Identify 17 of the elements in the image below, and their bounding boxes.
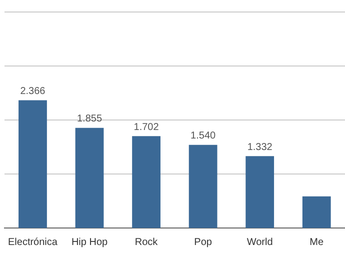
x-tick-label: Pop xyxy=(194,236,212,248)
bar xyxy=(188,144,218,228)
data-label: 1.702 xyxy=(134,122,160,133)
x-tick-label: Rock xyxy=(134,236,159,248)
data-label: 2.366 xyxy=(20,86,46,97)
bar xyxy=(18,100,47,228)
x-tick-label: Me xyxy=(310,236,324,248)
bar xyxy=(246,156,274,228)
bar xyxy=(75,128,104,228)
bar xyxy=(302,196,331,228)
x-tick-label: World xyxy=(246,236,273,248)
data-label: 1.855 xyxy=(76,114,102,125)
x-tick-label: Electrónica xyxy=(8,236,58,248)
data-label: 1.332 xyxy=(247,142,273,153)
bar xyxy=(132,136,160,228)
data-label: 1.540 xyxy=(190,130,216,142)
x-tick-label: Hip Hop xyxy=(71,236,108,248)
